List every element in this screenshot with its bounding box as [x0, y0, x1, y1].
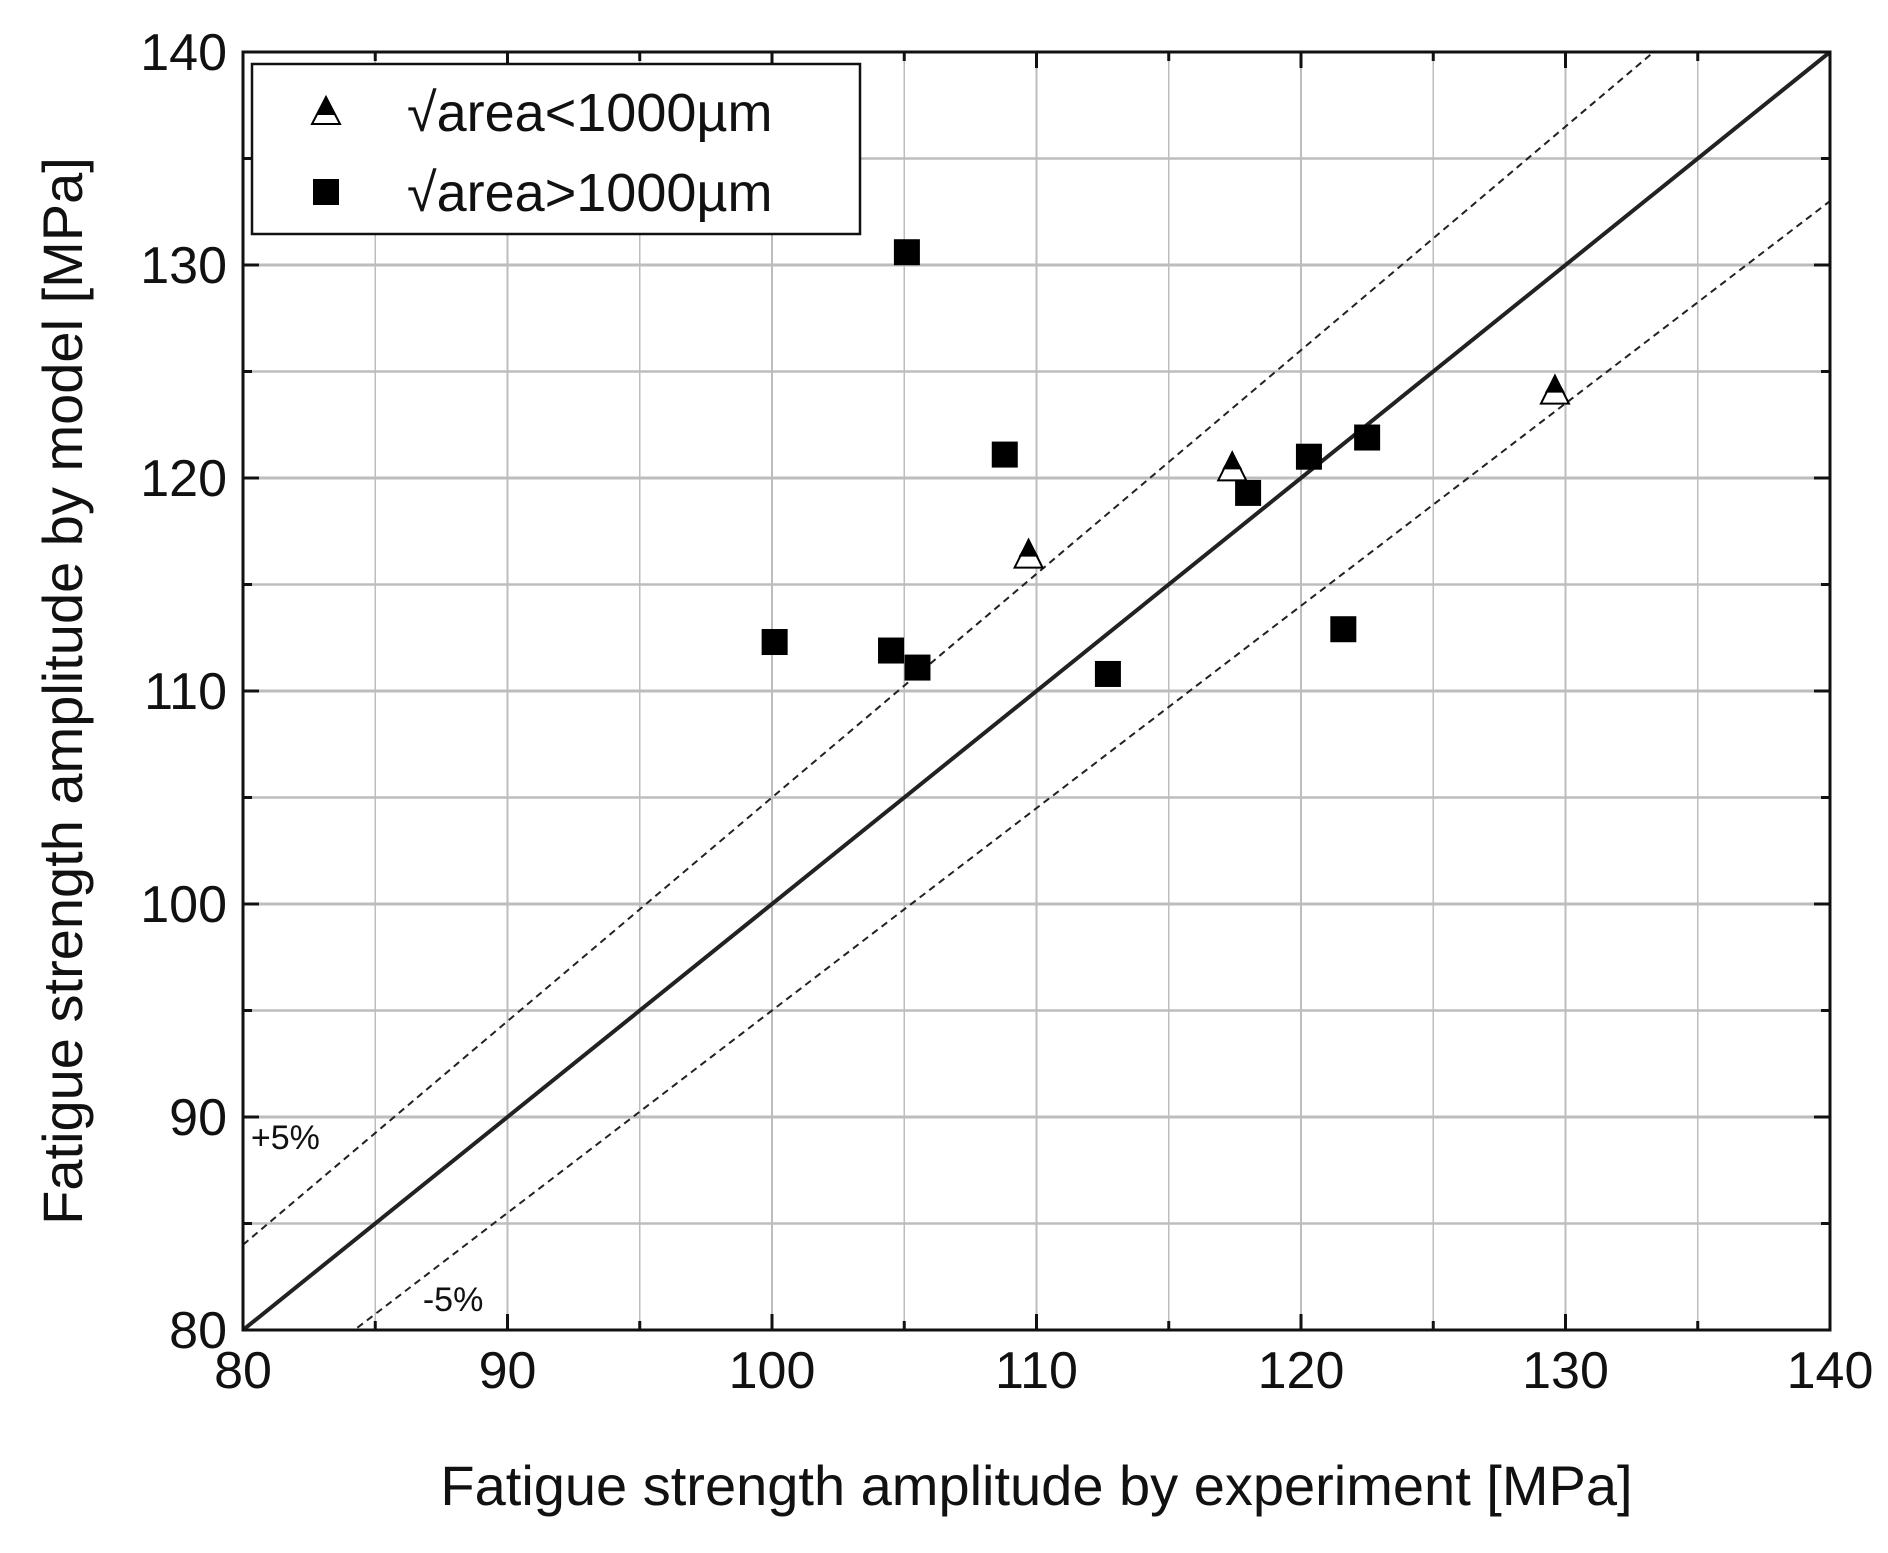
legend-marker-triangle: [316, 97, 336, 115]
x-tick-label: 120: [1258, 1342, 1345, 1400]
y-tick-label: 120: [140, 450, 227, 508]
data-point-square: [761, 629, 788, 656]
legend-label: √area<1000µm: [407, 83, 772, 143]
x-tick-label: 100: [729, 1342, 816, 1400]
data-point-square: [1295, 443, 1322, 470]
data-point-triangle: [1539, 373, 1571, 405]
x-tick-label: 90: [479, 1342, 537, 1400]
data-markers: [761, 239, 1571, 687]
legend-label: √area>1000µm: [407, 163, 772, 223]
y-tick-label: 110: [144, 663, 227, 721]
data-point-square: [878, 637, 905, 664]
data-point-square: [1235, 479, 1262, 506]
x-axis-title: Fatigue strength amplitude by experiment…: [440, 1454, 1632, 1517]
y-tick-label: 100: [140, 876, 227, 934]
y-tick-label: 90: [169, 1089, 227, 1147]
data-point-square: [1330, 616, 1357, 643]
data-point-square: [991, 441, 1018, 468]
triangle-fill: [1544, 375, 1565, 393]
legend-box: [250, 62, 862, 236]
y-tick-label: 130: [140, 237, 227, 295]
y-tick-label: 80: [169, 1302, 227, 1360]
data-point-square: [1354, 424, 1381, 451]
triangle-fill: [1222, 452, 1243, 470]
reference-line-dashed: [243, 52, 1656, 1246]
legend: √area<1000µm √area>1000µm: [250, 62, 862, 236]
legend-marker-square: [313, 179, 339, 205]
axes: +5% -5% 80 90 100 110 120 130 140 80 90 100 110 120 13…: [140, 24, 1873, 1400]
x-tick-label: 80: [214, 1342, 272, 1400]
x-tick-label: 130: [1522, 1342, 1609, 1400]
data-point-square: [893, 239, 920, 266]
reference-label-plus5: +5%: [251, 1119, 320, 1157]
reference-label-minus5: -5%: [423, 1281, 483, 1319]
data-point-triangle: [1012, 537, 1045, 569]
data-point-square: [1094, 660, 1121, 687]
y-tick-label: 140: [140, 24, 227, 82]
x-tick-label: 140: [1787, 1342, 1874, 1400]
x-tick-label: 110: [995, 1342, 1078, 1400]
data-point-triangle: [1216, 450, 1248, 482]
y-axis-title: Fatigue strength amplitude by model [MPa…: [31, 157, 94, 1225]
reference-line-identity: [243, 52, 1830, 1330]
reference-lines: [243, 52, 1830, 1330]
reference-line-dashed: [352, 200, 1830, 1330]
triangle-fill: [1018, 539, 1039, 557]
data-point-square: [904, 654, 931, 681]
